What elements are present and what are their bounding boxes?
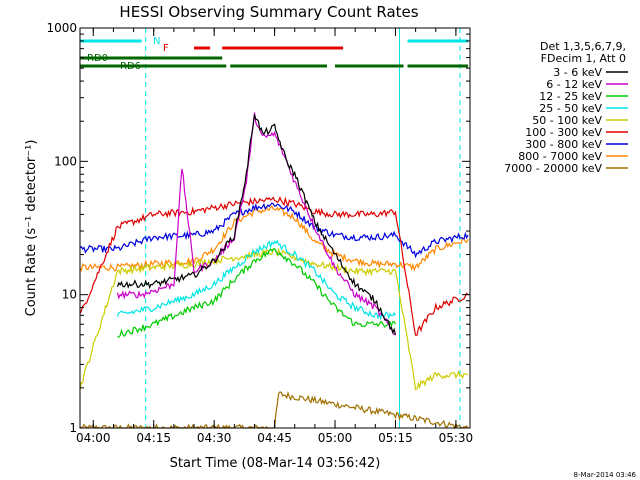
y-axis-label: Count Rate (s⁻¹ detector⁻¹) [24,140,39,317]
y-tick-label: 1000 [46,21,77,35]
legend-entry-label: 100 - 300 keV [525,126,602,139]
legend-entry-label: 3 - 6 keV [553,66,602,79]
series-line-50-100-kev [79,247,469,391]
series-line-25-50-kev [116,239,397,321]
legend: Det 1,3,5,6,7,9,FDecim 1, Att 03 - 6 keV… [504,40,628,175]
legend-entry-label: 25 - 50 keV [539,102,602,115]
y-tick-label: 10 [62,288,77,302]
legend-header-line: FDecim 1, Att 0 [541,52,626,65]
series-line-100-300-kev [79,196,469,336]
series-line-300-800-kev [79,202,469,259]
series-line-3-6-kev [116,114,397,335]
series-line-800-7000-kev [79,205,469,273]
series-line-12-25-kev [117,247,397,338]
legend-entry-label: 12 - 25 keV [539,90,602,103]
x-tick-label: 04:45 [257,431,292,445]
flag-label-n: N [153,36,160,47]
legend-entry-label: 6 - 12 keV [546,78,602,91]
flag-label-rd6: RD6 [120,61,141,72]
x-axis-label: Start Time (08-Mar-14 03:56:42) [170,456,381,471]
flag-label-f: F [163,43,169,54]
y-tick-label: 1 [69,421,77,435]
legend-entry-label: 50 - 100 keV [532,114,602,127]
footer-date: 8-Mar-2014 03:46 [574,471,637,479]
chart-title: HESSI Observing Summary Count Rates [119,3,418,21]
x-tick-label: 04:00 [76,431,111,445]
plot-area: NF RD0 RD6 [79,28,469,430]
y-tick-label: 100 [54,154,77,168]
plot-frame [79,27,471,429]
x-tick-label: 04:15 [136,431,171,445]
legend-entry-label: 300 - 800 keV [525,138,602,151]
series-line-6-12-kev [116,112,396,336]
axes: 04:00 04:15 04:30 04:45 05:00 05:15 05:30 1 10 10… [46,21,473,445]
legend-entry-label: 800 - 7000 keV [518,150,602,163]
legend-entry-label: 7000 - 20000 keV [504,162,602,175]
x-tick-label: 05:30 [439,431,474,445]
x-tick-label: 04:30 [197,431,232,445]
series-line-7000-20000-kev [79,391,469,430]
x-tick-label: 05:15 [378,431,413,445]
x-tick-label: 05:00 [318,431,353,445]
legend-header-line: Det 1,3,5,6,7,9, [540,40,626,53]
flag-label-rd0: RD0 [87,53,108,64]
